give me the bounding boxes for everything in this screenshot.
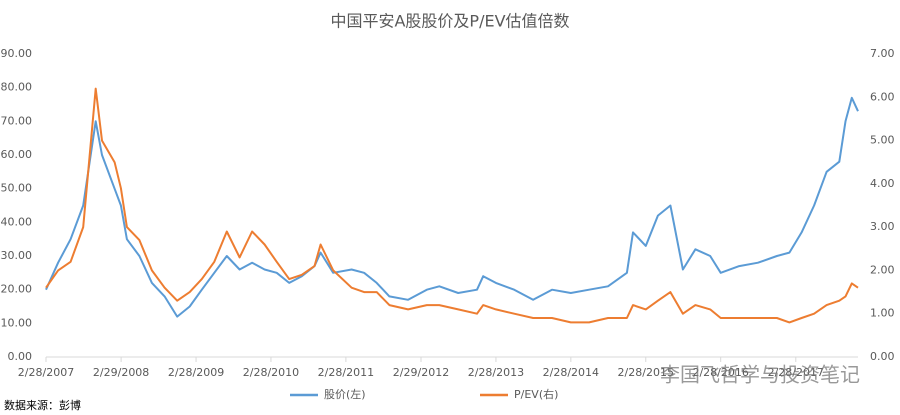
y-tick-label: 20.00 — [1, 283, 33, 296]
x-tick-label: 2/29/2008 — [93, 366, 149, 379]
chart-title: 中国平安A股股价及P/EV估值倍数 — [330, 12, 569, 31]
series-line — [45, 87, 859, 324]
series-line — [45, 96, 859, 318]
x-tick-label: 2/29/2012 — [393, 366, 449, 379]
y2-tick-label: 2.00 — [870, 263, 895, 276]
y-tick-label: 60.00 — [1, 148, 33, 161]
y2-tick-label: 3.00 — [870, 220, 895, 233]
y-tick-label: 30.00 — [1, 249, 33, 262]
x-tick-label: 2/28/2011 — [318, 366, 374, 379]
legend-label: P/EV(右) — [514, 387, 558, 401]
x-tick-label: 2/28/2013 — [468, 366, 524, 379]
x-tick-label: 2/28/2010 — [243, 366, 299, 379]
x-tick-label: 2/28/2009 — [168, 366, 224, 379]
y2-tick-label: 1.00 — [870, 307, 895, 320]
y2-tick-label: 0.00 — [870, 350, 895, 363]
y2-tick-label: 4.00 — [870, 177, 895, 190]
x-tick-label: 2/28/2015 — [618, 366, 674, 379]
x-tick-label: 2/28/2007 — [18, 366, 74, 379]
y-tick-label: 10.00 — [1, 316, 33, 329]
y-tick-label: 50.00 — [1, 182, 33, 195]
y-tick-label: 90.00 — [1, 47, 33, 60]
x-tick-label: 2/28/2016 — [692, 366, 748, 379]
y2-tick-label: 6.00 — [870, 90, 895, 103]
y-tick-label: 0.00 — [8, 350, 33, 363]
legend-label: 股价(左) — [324, 388, 366, 401]
x-tick-label: 2/28/2017 — [768, 366, 824, 379]
y2-tick-label: 5.00 — [870, 134, 895, 147]
y-tick-label: 70.00 — [1, 114, 33, 127]
y-tick-label: 80.00 — [1, 81, 33, 94]
x-tick-label: 2/28/2014 — [543, 366, 599, 379]
source-note: 数据来源：彭博 — [4, 398, 81, 412]
y-tick-label: 40.00 — [1, 215, 33, 228]
watermark: 李国飞哲学与投资笔记 — [660, 363, 860, 387]
y2-tick-label: 7.00 — [870, 47, 895, 60]
